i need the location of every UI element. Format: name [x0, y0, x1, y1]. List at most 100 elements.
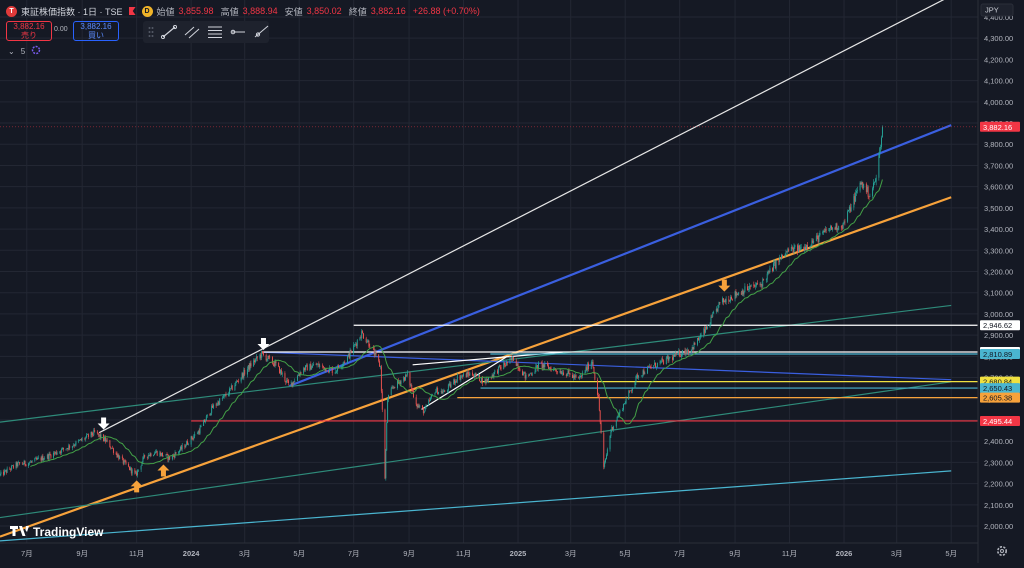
candle-body	[457, 375, 458, 381]
candle-body	[593, 362, 594, 367]
candle-body	[542, 363, 543, 368]
candle-body	[701, 335, 702, 336]
candle-body	[57, 453, 58, 454]
candle-body	[200, 427, 201, 433]
candle-body	[360, 338, 361, 339]
candle-body	[761, 284, 762, 285]
candle-body	[847, 211, 848, 221]
candle-body	[669, 358, 670, 361]
level-tag-label: 2,605.38	[983, 394, 1012, 403]
candle-body	[423, 408, 424, 413]
parallel-channel-icon[interactable]	[184, 24, 200, 40]
candle-body	[563, 373, 564, 376]
fib-retracement-icon[interactable]	[207, 24, 223, 40]
candle-body	[644, 373, 645, 374]
candle-body	[501, 367, 502, 369]
candle-body	[184, 445, 185, 447]
candle-body	[62, 448, 63, 449]
candle	[751, 284, 752, 286]
candle-body	[259, 355, 260, 358]
candle-body	[375, 352, 376, 355]
candle-body	[10, 469, 11, 470]
candle-body	[411, 385, 412, 389]
candle-body	[597, 380, 598, 395]
trend-line-icon[interactable]	[161, 24, 177, 40]
candle-body	[849, 207, 850, 210]
x-tick-label: 11月	[129, 549, 144, 558]
candle-body	[775, 262, 776, 268]
candle-body	[25, 461, 26, 465]
candle-body	[828, 230, 829, 231]
candle-body	[13, 465, 14, 467]
candle-body	[235, 382, 236, 386]
candle-body	[378, 354, 379, 361]
candle-body	[217, 404, 218, 405]
symbol-title[interactable]: 東証株価指数 · 1日 · TSE	[21, 5, 123, 18]
candle-body	[129, 467, 130, 470]
candle-body	[818, 236, 819, 242]
candle-body	[700, 336, 701, 339]
ray-icon[interactable]	[253, 24, 269, 40]
candle-body	[635, 376, 636, 382]
candle-body	[855, 193, 856, 202]
candle-body	[268, 356, 269, 357]
candle-body	[666, 358, 667, 365]
candle-body	[544, 363, 545, 367]
candle-body	[513, 357, 514, 361]
candle-body	[381, 366, 382, 391]
candle	[610, 435, 611, 451]
candle-body	[356, 344, 357, 346]
candle-body	[575, 375, 576, 377]
candle	[847, 210, 848, 224]
drag-handle-icon[interactable]	[147, 24, 154, 40]
candle-body	[803, 247, 804, 251]
candle-body	[511, 358, 512, 359]
indicator-count[interactable]: 5	[21, 47, 25, 56]
candle-body	[524, 372, 525, 373]
candle-body	[525, 372, 526, 379]
candle	[279, 366, 280, 374]
candle-body	[751, 284, 752, 286]
candle-body	[788, 249, 789, 251]
indicator-settings-icon[interactable]	[31, 45, 41, 57]
sell-price: 3,882.16	[7, 22, 51, 31]
candle-body	[422, 406, 423, 408]
candle-body	[54, 453, 55, 454]
candle-body	[692, 347, 693, 349]
candle-body	[157, 451, 158, 456]
candle-body	[412, 390, 413, 391]
candle-body	[106, 440, 107, 442]
candle-body	[842, 228, 843, 229]
candle-body	[425, 407, 426, 412]
candle-body	[110, 447, 111, 448]
collapse-chevron-icon[interactable]: ⌄	[8, 47, 15, 56]
candle	[836, 223, 837, 230]
candle-body	[567, 374, 568, 376]
y-tick-label: 3,000.00	[984, 310, 1013, 319]
horizontal-ray-icon[interactable]	[230, 24, 246, 40]
candle-body	[141, 466, 142, 470]
candle-body	[861, 183, 862, 185]
candle-body	[182, 445, 183, 449]
candle-body	[601, 422, 602, 432]
buy-button[interactable]: 3,882.16 買い	[73, 21, 119, 41]
candle-body	[497, 370, 498, 373]
candle-body	[247, 369, 248, 374]
candle-body	[536, 365, 537, 366]
candle-body	[872, 188, 873, 196]
chart-settings-icon[interactable]	[995, 544, 1009, 558]
candle-body	[466, 374, 467, 377]
sell-button[interactable]: 3,882.16 売り	[6, 21, 52, 41]
candle-body	[250, 363, 251, 369]
candle-body	[623, 404, 624, 410]
candle	[780, 257, 781, 258]
candle-body	[799, 245, 800, 250]
candle-body	[673, 355, 674, 360]
x-tick-label: 7月	[674, 549, 686, 558]
candle-body	[625, 403, 626, 404]
candle-body	[866, 184, 867, 192]
candle-body	[256, 357, 257, 360]
candle-body	[4, 470, 5, 474]
